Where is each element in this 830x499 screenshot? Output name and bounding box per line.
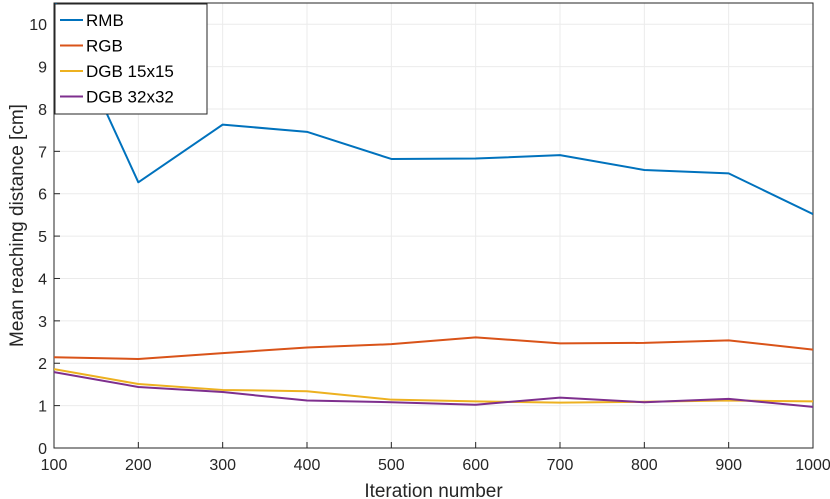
y-axis: 0 1 2 3 4 5 6 7 8 9 10 xyxy=(29,17,60,458)
y-tick-label: 10 xyxy=(29,17,47,34)
x-axis-label: Iteration number xyxy=(364,481,503,499)
y-tick-label: 9 xyxy=(38,60,47,77)
y-tick-label: 2 xyxy=(38,356,47,373)
x-tick-label: 500 xyxy=(378,457,405,474)
legend-label: RMB xyxy=(86,11,124,30)
x-tick-label: 200 xyxy=(125,457,152,474)
series-line-dgb-32x32 xyxy=(54,371,813,408)
y-tick-label: 1 xyxy=(38,399,47,416)
series-lines xyxy=(54,3,813,408)
legend-label: RGB xyxy=(86,37,123,56)
y-tick-label: 4 xyxy=(38,271,47,288)
x-axis: 100 200 300 400 500 600 700 800 900 1000 xyxy=(41,442,830,474)
x-tick-label: 800 xyxy=(631,457,658,474)
x-tick-label: 100 xyxy=(41,457,68,474)
plot-area xyxy=(53,2,814,449)
legend-label: DGB 32x32 xyxy=(86,88,174,107)
x-tick-label: 700 xyxy=(547,457,574,474)
legend: RMB RGB DGB 15x15 DGB 32x32 xyxy=(54,3,208,115)
series-line-dgb-15x15 xyxy=(54,368,813,404)
x-tick-label: 300 xyxy=(209,457,236,474)
y-axis-label: Mean reaching distance [cm] xyxy=(7,104,28,347)
x-tick-label: 600 xyxy=(462,457,489,474)
series-line-rmb xyxy=(54,3,813,215)
y-tick-label: 6 xyxy=(38,187,47,204)
y-tick-label: 3 xyxy=(38,314,47,331)
legend-label: DGB 15x15 xyxy=(86,62,174,81)
y-tick-label: 5 xyxy=(38,229,47,246)
x-tick-label: 400 xyxy=(294,457,321,474)
y-tick-label: 0 xyxy=(38,441,47,458)
y-tick-label: 8 xyxy=(38,102,47,119)
x-tick-label: 900 xyxy=(715,457,742,474)
x-tick-label: 1000 xyxy=(795,457,830,474)
series-line-rgb xyxy=(54,336,813,360)
y-tick-label: 7 xyxy=(38,144,47,161)
